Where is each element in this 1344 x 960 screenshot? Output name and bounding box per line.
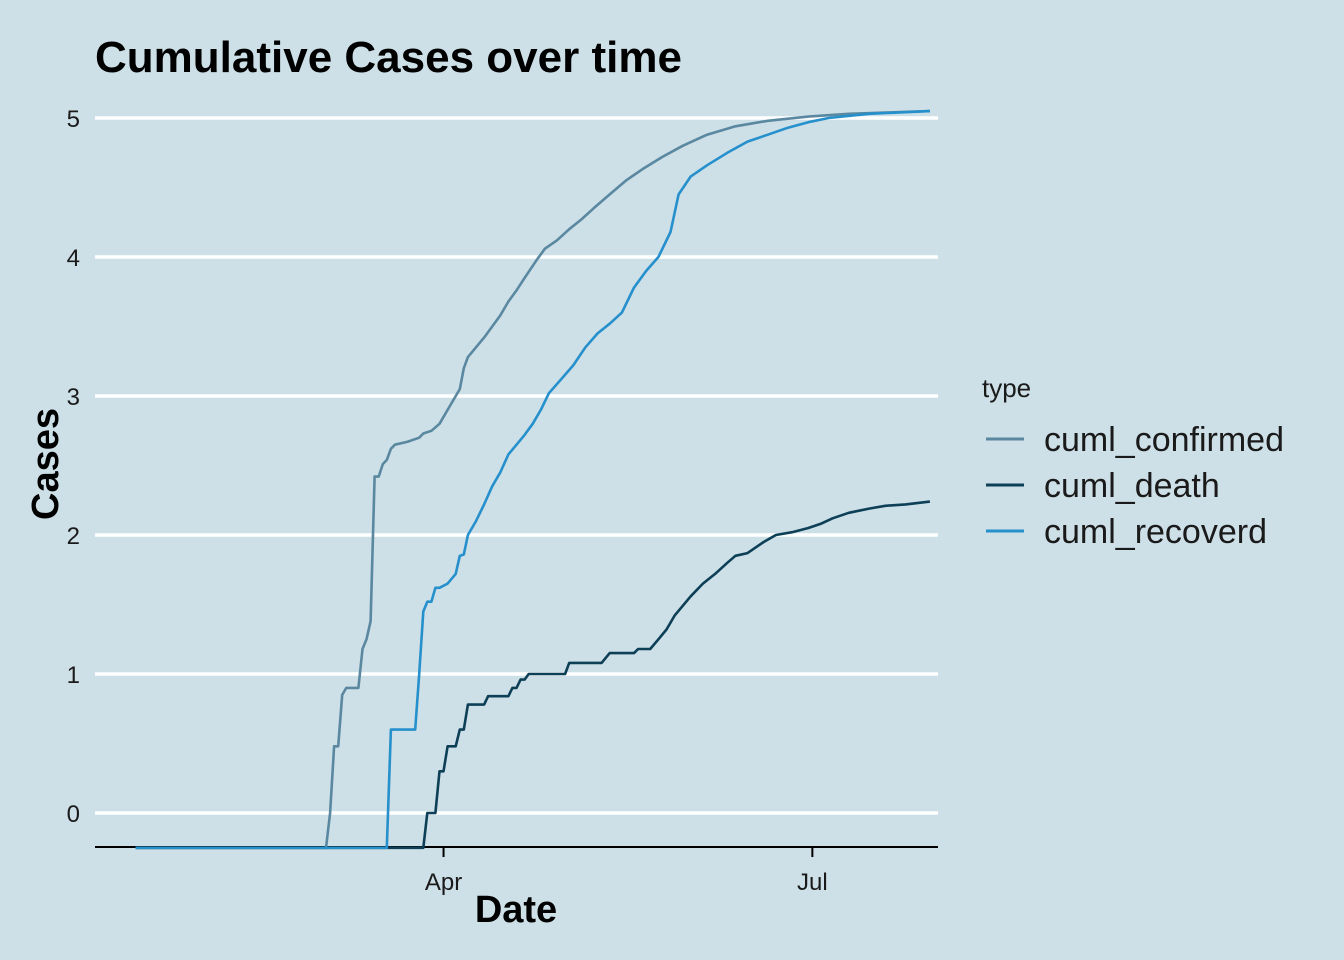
legend-label-cuml_confirmed: cuml_confirmed xyxy=(1044,421,1284,459)
x-tick-label-Apr: Apr xyxy=(425,869,462,896)
y-tick-label-0: 0 xyxy=(67,801,80,828)
legend-label-cuml_death: cuml_death xyxy=(1044,467,1220,505)
series-line-cuml_recoverd xyxy=(135,109,930,850)
y-tick-label-5: 5 xyxy=(67,106,80,133)
grid-layer xyxy=(95,116,938,815)
y-tick-label-1: 1 xyxy=(67,662,80,689)
legend-label-cuml_recoverd: cuml_recoverd xyxy=(1044,513,1267,551)
series-line-cuml_death xyxy=(135,500,931,850)
x-axis-label: Date xyxy=(475,889,557,931)
series-line-cuml_confirmed xyxy=(135,109,930,850)
y-tick-label-4: 4 xyxy=(67,245,80,272)
x-tick-label-Jul: Jul xyxy=(797,869,828,896)
y-axis-label: Cases xyxy=(25,408,67,520)
chart-title: Cumulative Cases over time xyxy=(95,33,682,82)
y-tick-label-3: 3 xyxy=(67,384,80,411)
y-tick-label-2: 2 xyxy=(67,523,80,550)
legend-title: type xyxy=(982,373,1031,403)
series-layer xyxy=(135,109,931,850)
legend: type cuml_confirmed cuml_death cuml_recove… xyxy=(982,373,1284,551)
axis-layer: 0 1 2 3 4 5 Apr Jul xyxy=(67,106,938,896)
